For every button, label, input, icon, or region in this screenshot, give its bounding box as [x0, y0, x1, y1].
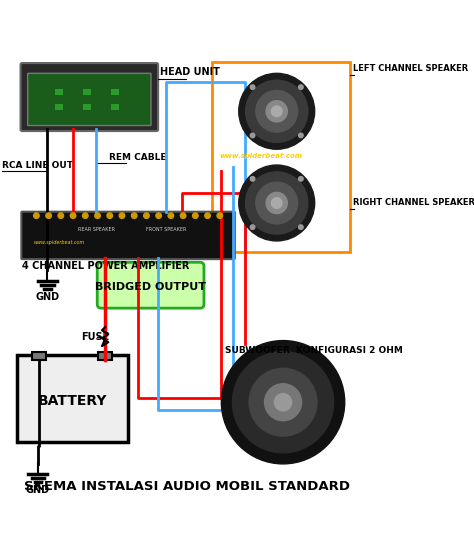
Circle shape	[256, 90, 298, 132]
Text: GND: GND	[36, 292, 60, 302]
Text: SKEMA INSTALASI AUDIO MOBIL STANDARD: SKEMA INSTALASI AUDIO MOBIL STANDARD	[24, 480, 350, 494]
Circle shape	[264, 384, 301, 421]
Circle shape	[299, 85, 303, 90]
Circle shape	[46, 213, 51, 218]
Text: REM CABLE: REM CABLE	[109, 153, 166, 163]
Circle shape	[272, 198, 282, 208]
Bar	[83, 104, 91, 110]
Bar	[111, 89, 119, 95]
Circle shape	[58, 213, 64, 218]
Circle shape	[250, 133, 255, 138]
Bar	[83, 89, 91, 95]
Text: RCA LINE OUT: RCA LINE OUT	[1, 160, 73, 169]
Bar	[32, 351, 46, 359]
Text: REAR SPEAKER: REAR SPEAKER	[78, 227, 115, 232]
Circle shape	[95, 213, 100, 218]
Text: 4 CHANNEL POWER AMPLIFIER: 4 CHANNEL POWER AMPLIFIER	[22, 261, 190, 271]
Circle shape	[156, 213, 162, 218]
Bar	[212, 62, 350, 252]
Circle shape	[239, 74, 315, 149]
Text: FUSE: FUSE	[82, 331, 109, 341]
Circle shape	[299, 225, 303, 229]
Text: www.spiderbeat.com: www.spiderbeat.com	[34, 240, 85, 245]
Circle shape	[168, 213, 173, 218]
Circle shape	[246, 80, 308, 143]
Circle shape	[232, 351, 334, 453]
Circle shape	[274, 394, 292, 411]
Bar	[111, 104, 119, 110]
FancyBboxPatch shape	[27, 74, 151, 125]
Text: LEFT CHANNEL SPEAKER: LEFT CHANNEL SPEAKER	[353, 65, 468, 74]
Bar	[55, 89, 63, 95]
Text: FRONT SPEAKER: FRONT SPEAKER	[146, 227, 186, 232]
Circle shape	[250, 177, 255, 181]
Circle shape	[250, 225, 255, 229]
Bar	[98, 351, 112, 359]
Circle shape	[299, 133, 303, 138]
Circle shape	[144, 213, 149, 218]
Circle shape	[250, 85, 255, 90]
Circle shape	[239, 165, 315, 241]
Circle shape	[34, 213, 39, 218]
Text: BRIDGED OUTPUT: BRIDGED OUTPUT	[95, 282, 206, 292]
Circle shape	[82, 213, 88, 218]
Bar	[18, 355, 128, 442]
Circle shape	[131, 213, 137, 218]
Text: www.spiderbeat.com: www.spiderbeat.com	[220, 153, 303, 159]
Text: HEAD UNIT: HEAD UNIT	[160, 66, 219, 76]
Bar	[55, 104, 63, 110]
Circle shape	[180, 213, 186, 218]
Text: BATTERY: BATTERY	[38, 394, 108, 408]
Circle shape	[272, 106, 282, 116]
FancyBboxPatch shape	[21, 212, 235, 259]
Circle shape	[107, 213, 112, 218]
Circle shape	[205, 213, 210, 218]
Circle shape	[246, 172, 308, 234]
Text: RIGHT CHANNEL SPEAKER: RIGHT CHANNEL SPEAKER	[353, 198, 474, 207]
Circle shape	[119, 213, 125, 218]
Circle shape	[256, 182, 298, 224]
Text: GND: GND	[26, 485, 50, 495]
Circle shape	[266, 192, 287, 214]
FancyBboxPatch shape	[20, 63, 158, 131]
FancyBboxPatch shape	[97, 262, 204, 308]
Text: SUBWOOFER  KONFIGURASI 2 OHM: SUBWOOFER KONFIGURASI 2 OHM	[225, 346, 403, 355]
Circle shape	[217, 213, 223, 218]
Circle shape	[249, 368, 317, 436]
Circle shape	[299, 177, 303, 181]
Circle shape	[221, 340, 345, 464]
Circle shape	[70, 213, 76, 218]
Circle shape	[192, 213, 198, 218]
Circle shape	[266, 101, 287, 122]
